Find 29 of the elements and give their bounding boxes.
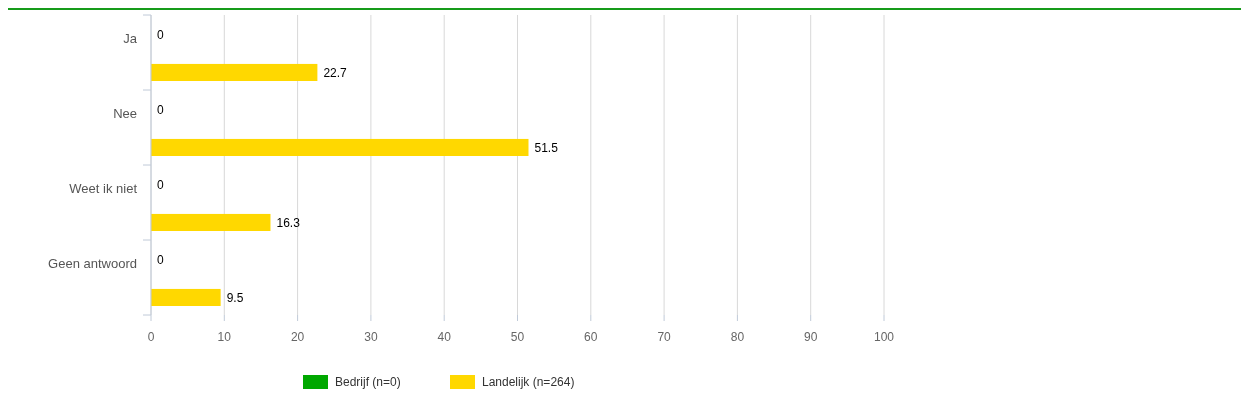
x-tick-label: 50 bbox=[510, 330, 525, 345]
y-tick-label: Weet ik niet bbox=[69, 181, 138, 197]
data-label: 0 bbox=[157, 102, 164, 117]
y-tick-label: Nee bbox=[113, 106, 137, 122]
x-tick-label: 10 bbox=[217, 330, 232, 345]
x-tick-label: 0 bbox=[147, 330, 155, 345]
x-tick-label: 20 bbox=[290, 330, 305, 345]
x-tick-label: 90 bbox=[804, 330, 818, 345]
x-tick-label: 80 bbox=[730, 330, 745, 345]
bar bbox=[151, 63, 318, 81]
y-tick-label: Geen antwoord bbox=[48, 256, 137, 272]
x-tick-label: 40 bbox=[437, 330, 452, 345]
legend-label: Bedrijf (n=0) bbox=[335, 375, 401, 390]
x-tick-label: 60 bbox=[584, 330, 598, 345]
legend-label: Landelijk (n=264) bbox=[482, 375, 575, 390]
bar bbox=[151, 288, 221, 306]
data-label: 9.5 bbox=[226, 290, 244, 305]
data-label: 16.3 bbox=[276, 215, 301, 230]
x-tick-label: 70 bbox=[657, 330, 672, 345]
data-label: 22.7 bbox=[323, 65, 348, 80]
bar bbox=[151, 138, 529, 156]
x-tick-label: 30 bbox=[364, 330, 378, 345]
data-label: 0 bbox=[157, 27, 164, 42]
data-label: 0 bbox=[157, 252, 164, 267]
x-tick-label: 100 bbox=[873, 330, 895, 345]
y-tick-label: Ja bbox=[123, 31, 138, 47]
bar bbox=[151, 213, 271, 231]
data-label: 51.5 bbox=[534, 140, 559, 155]
data-label: 0 bbox=[157, 177, 164, 192]
